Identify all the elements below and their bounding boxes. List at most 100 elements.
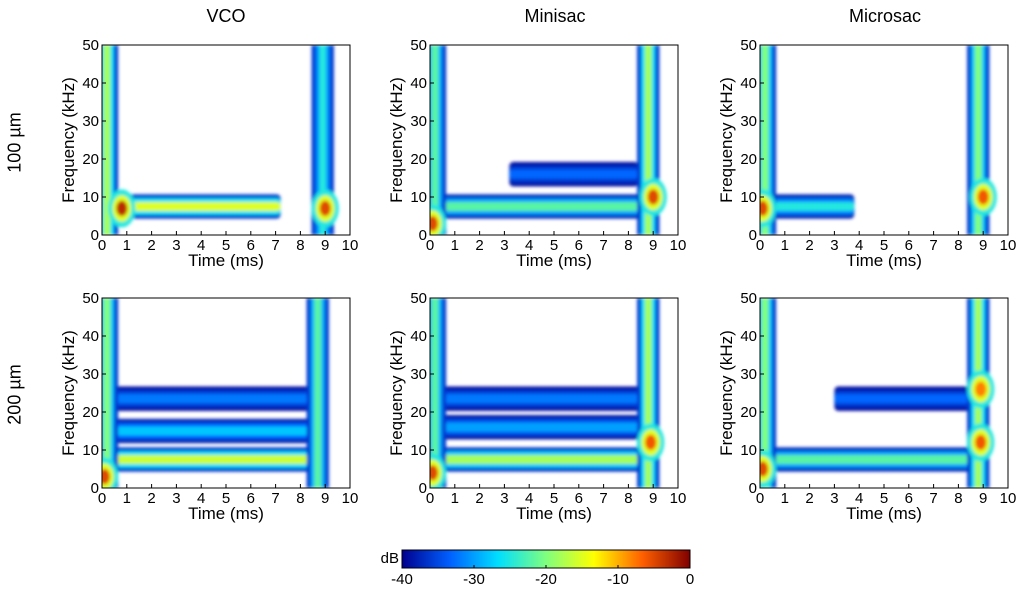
- panel-microsac-200um: 0 1 2 3 4 5 6 7 8 9 10 0 10 20 30 40 50 Time (ms) Frequenc…: [698, 288, 1016, 538]
- x-tick-label: 7: [929, 490, 937, 507]
- y-tick-label: 50: [82, 37, 99, 54]
- colorbar-tick-label: -20: [535, 571, 557, 588]
- colorbar-label: dB: [381, 550, 399, 567]
- panel-vco-100um: 0 1 2 3 4 5 6 7 8 9 10 0 10 20 30 40 50 Time (ms) Frequenc…: [40, 35, 358, 285]
- hotspot: [645, 434, 657, 450]
- horizontal-band: [834, 394, 974, 404]
- x-tick-label: 6: [905, 490, 913, 507]
- x-tick-label: 8: [954, 490, 962, 507]
- x-axis-label: Time (ms): [516, 504, 592, 523]
- x-tick-label: 9: [979, 237, 987, 254]
- horizontal-band: [442, 422, 644, 432]
- horizontal-band: [109, 426, 316, 436]
- y-tick-label: 30: [410, 366, 427, 383]
- x-tick-label: 2: [475, 490, 483, 507]
- horizontal-band: [442, 394, 644, 404]
- x-tick-label: 9: [649, 237, 657, 254]
- x-tick-label: 10: [342, 237, 359, 254]
- horizontal-band: [102, 201, 281, 212]
- horizontal-band: [767, 201, 855, 212]
- y-tick-label: 20: [82, 404, 99, 421]
- y-tick-label: 20: [410, 151, 427, 168]
- y-tick-label: 10: [82, 189, 99, 206]
- y-tick-label: 40: [410, 75, 427, 92]
- hotspot: [975, 381, 987, 397]
- hotspot: [647, 189, 659, 205]
- y-tick-label: 0: [91, 480, 99, 497]
- y-tick-label: 40: [82, 328, 99, 345]
- y-tick-label: 10: [740, 189, 757, 206]
- panel-vco-200um: 0 1 2 3 4 5 6 7 8 9 10 0 10 20 30 40 50 Time (ms) Frequenc…: [40, 288, 358, 538]
- column-title-vco: VCO: [206, 6, 246, 26]
- horizontal-band: [509, 169, 639, 179]
- y-tick-label: 30: [410, 113, 427, 130]
- x-tick-label: 7: [271, 237, 279, 254]
- colorbar-tick-label: -30: [463, 571, 485, 588]
- vertical-band: [761, 45, 769, 235]
- x-tick-label: 3: [830, 490, 838, 507]
- x-tick-label: 2: [147, 490, 155, 507]
- y-tick-label: 0: [419, 227, 427, 244]
- hotspot: [977, 189, 989, 205]
- vertical-band: [103, 45, 111, 235]
- vertical-band: [314, 298, 322, 488]
- x-tick-label: 2: [475, 237, 483, 254]
- x-tick-label: 10: [670, 237, 687, 254]
- colorbar-tick-label: 0: [686, 571, 694, 588]
- panel-microsac-100um: 0 1 2 3 4 5 6 7 8 9 10 0 10 20 30 40 50 Time (ms) Frequenc…: [698, 35, 1016, 285]
- vertical-band: [761, 298, 769, 488]
- x-tick-label: 0: [98, 237, 106, 254]
- y-tick-label: 40: [740, 75, 757, 92]
- y-tick-label: 0: [749, 480, 757, 497]
- x-tick-label: 1: [123, 237, 131, 254]
- y-tick-label: 50: [410, 37, 427, 54]
- y-tick-label: 0: [91, 227, 99, 244]
- hotspot: [975, 434, 987, 450]
- x-tick-label: 4: [525, 237, 533, 254]
- x-tick-label: 3: [500, 237, 508, 254]
- x-tick-label: 5: [550, 237, 558, 254]
- y-tick-label: 40: [740, 328, 757, 345]
- y-axis-label: Frequency (kHz): [387, 330, 406, 456]
- x-tick-label: 6: [905, 237, 913, 254]
- hotspot: [116, 200, 128, 216]
- vertical-band: [644, 298, 652, 488]
- x-tick-label: 7: [271, 490, 279, 507]
- x-tick-label: 1: [123, 490, 131, 507]
- y-axis-label: Frequency (kHz): [59, 77, 78, 203]
- x-tick-label: 10: [1000, 490, 1017, 507]
- y-tick-label: 50: [410, 290, 427, 307]
- x-tick-label: 0: [756, 237, 764, 254]
- panel-minisac-200um: 0 1 2 3 4 5 6 7 8 9 10 0 10 20 30 40 50 Time (ms) Frequenc…: [368, 288, 686, 538]
- x-tick-label: 9: [649, 490, 657, 507]
- x-tick-label: 9: [321, 237, 329, 254]
- row-title-200um: 200 µm: [4, 364, 25, 425]
- horizontal-band: [114, 394, 311, 404]
- x-tick-label: 9: [321, 490, 329, 507]
- y-axis-label: Frequency (kHz): [717, 77, 736, 203]
- hotspot: [430, 216, 438, 232]
- x-axis-label: Time (ms): [846, 251, 922, 270]
- y-axis-label: Frequency (kHz): [387, 77, 406, 203]
- x-axis-label: Time (ms): [188, 251, 264, 270]
- x-tick-label: 8: [954, 237, 962, 254]
- x-tick-label: 0: [756, 490, 764, 507]
- x-tick-label: 1: [451, 237, 459, 254]
- hotspot: [102, 469, 110, 485]
- x-tick-label: 1: [781, 237, 789, 254]
- x-tick-label: 2: [805, 490, 813, 507]
- x-tick-label: 5: [880, 237, 888, 254]
- horizontal-band: [437, 454, 644, 465]
- horizontal-band: [109, 454, 316, 465]
- vertical-band: [431, 45, 439, 235]
- horizontal-band: [437, 201, 644, 212]
- vertical-band: [103, 298, 111, 488]
- column-title-minisac: Minisac: [524, 6, 586, 26]
- x-tick-label: 4: [855, 237, 863, 254]
- y-tick-label: 0: [749, 227, 757, 244]
- y-tick-label: 30: [740, 113, 757, 130]
- x-tick-label: 4: [855, 490, 863, 507]
- y-tick-label: 20: [740, 404, 757, 421]
- x-tick-label: 7: [929, 237, 937, 254]
- hotspot: [319, 200, 331, 216]
